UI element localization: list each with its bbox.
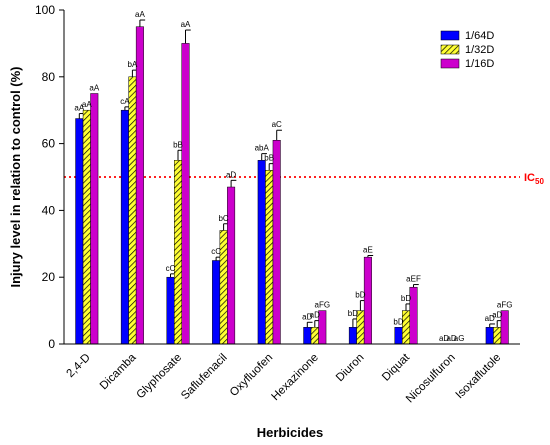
y-tick-label: 60 xyxy=(42,137,56,151)
bar xyxy=(174,160,182,345)
bar xyxy=(90,93,99,345)
bar-letter-label: aD xyxy=(485,314,495,323)
legend-swatch xyxy=(440,58,460,69)
bar xyxy=(75,118,84,345)
bar-letter-label: aA xyxy=(74,104,84,113)
x-tick-label: Dicamba xyxy=(98,351,139,392)
bar xyxy=(227,186,236,345)
bar-letter-label: aFG xyxy=(315,301,331,310)
bar xyxy=(257,160,266,345)
bar xyxy=(166,276,175,345)
legend-swatch xyxy=(440,44,460,55)
x-tick-label: Nicosulfuron xyxy=(404,352,458,406)
bar-letter-label: aD xyxy=(226,170,236,179)
bar-letter-label: aD xyxy=(310,311,320,320)
bar-letter-label: aC xyxy=(272,120,282,129)
x-tick-label: Glyphosate xyxy=(134,352,184,402)
bar-letter-label: aD xyxy=(439,334,449,343)
bar xyxy=(120,109,129,345)
bar-letter-label: aD xyxy=(302,312,312,321)
bar xyxy=(493,327,502,345)
legend-label: 1/64D xyxy=(465,30,494,42)
bar xyxy=(135,26,144,345)
y-tick-label: 0 xyxy=(48,337,55,351)
x-tick-label: Isoxaflutole xyxy=(454,352,504,402)
x-tick-label: Oxyfluofen xyxy=(228,352,275,399)
reference-line-label: IC50 xyxy=(524,172,544,186)
bar-letter-label: bD xyxy=(401,294,411,303)
y-axis-title: Injury level in relation to control (%) xyxy=(8,66,23,287)
y-tick-label: 100 xyxy=(35,3,55,17)
bar-letter-label: aFG xyxy=(497,301,513,310)
x-tick-label: Saflufenacil xyxy=(179,352,230,403)
bar xyxy=(363,256,372,345)
legend: 1/64D 1/32D 1/16D xyxy=(440,30,494,70)
bar xyxy=(303,327,312,345)
x-tick-label: 2,4-D xyxy=(65,352,93,380)
bar-letter-label: cC xyxy=(166,264,176,273)
bar-letter-label: aE xyxy=(363,245,373,254)
bar-letter-label: aA xyxy=(82,100,92,109)
bar-labels-layer: aAaAaAcAbAaAcCbBaAcCbCaDabAbBaCaDaDaFGbD… xyxy=(74,10,512,343)
bar-letter-label: aA xyxy=(135,10,145,19)
bar-letter-label: cA xyxy=(120,97,130,106)
bar xyxy=(310,327,319,345)
bar xyxy=(128,76,137,345)
bar-letter-label: bD xyxy=(348,309,358,318)
bar-letter-label: aA xyxy=(89,84,99,93)
bar xyxy=(82,109,91,345)
bar xyxy=(394,327,403,345)
bar xyxy=(402,310,410,345)
bar-letter-label: bD xyxy=(355,291,365,300)
bar-letter-label: aG xyxy=(454,334,465,343)
bar-letter-label: bC xyxy=(218,214,228,223)
legend-swatch xyxy=(440,30,460,41)
x-axis-title: Herbicides xyxy=(257,425,323,440)
legend-label: 1/32D xyxy=(465,44,494,56)
bar-letter-label: aD xyxy=(492,311,502,320)
bar-letter-label: bA xyxy=(128,60,138,69)
bar-letter-label: cC xyxy=(211,247,221,256)
legend-label: 1/16D xyxy=(465,58,494,70)
bar xyxy=(265,170,274,345)
bars-layer xyxy=(64,19,520,345)
bar-letter-label: bD xyxy=(393,317,403,326)
x-tick-label: Diuron xyxy=(334,352,366,384)
bar-letter-label: aEF xyxy=(406,275,421,284)
bar xyxy=(348,327,357,345)
bar-letter-label: aD xyxy=(446,334,456,343)
bar-letter-label: abA xyxy=(255,144,270,153)
y-tick-label: 80 xyxy=(42,70,56,84)
y-tick-label: 40 xyxy=(42,203,56,217)
bar xyxy=(212,260,221,345)
x-tick-label: Diquat xyxy=(380,351,413,384)
bar-letter-label: bB xyxy=(173,140,183,149)
y-tick-label: 20 xyxy=(42,270,56,284)
bar xyxy=(181,43,190,345)
bar xyxy=(485,327,494,345)
bar xyxy=(272,140,281,345)
bar-letter-label: aA xyxy=(181,20,191,29)
bar-letter-label: bB xyxy=(264,154,274,163)
x-tick-label: Hexazinone xyxy=(269,352,320,403)
